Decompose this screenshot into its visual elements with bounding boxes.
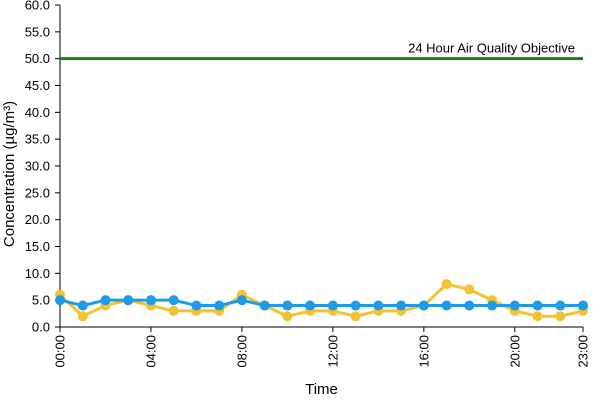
x-tick-label: 00:00: [53, 335, 68, 368]
x-tick-label: 12:00: [325, 335, 340, 368]
y-tick-label: 50.0: [25, 51, 50, 66]
reference-line-group: 24 Hour Air Quality Objective: [60, 41, 583, 61]
y-tick-label: 60.0: [25, 0, 50, 13]
series-2-point: [509, 300, 520, 311]
series-2-point: [350, 300, 361, 311]
series-group: [55, 279, 588, 322]
series-1-point: [532, 311, 543, 322]
x-tick-label: 08:00: [234, 335, 249, 368]
series-2-point: [100, 295, 111, 306]
series-1-point: [464, 284, 475, 295]
series-2-point: [441, 300, 452, 311]
series-2-point: [191, 300, 202, 311]
series-2-point: [123, 295, 134, 306]
y-tick-label: 40.0: [25, 105, 50, 120]
x-tick-label: 20:00: [507, 335, 522, 368]
series-2-point: [464, 300, 475, 311]
series-1-point: [555, 311, 566, 322]
y-tick-label: 20.0: [25, 212, 50, 227]
series-2-point: [305, 300, 316, 311]
series-2-point: [55, 295, 65, 306]
series-2-point: [282, 300, 293, 311]
y-tick-label: 35.0: [25, 132, 50, 147]
y-tick-label: 55.0: [25, 24, 50, 39]
y-tick-label: 25.0: [25, 185, 50, 200]
series-2-point: [214, 300, 225, 311]
series-2-point: [487, 300, 498, 311]
series-1-point: [350, 311, 361, 322]
series-2-point: [168, 295, 179, 306]
series-1-point: [282, 311, 293, 322]
y-axis: 0.0 5.0 10.0 15.0 20.0 25.0 30.0 35.0 40.0 45.0 50…: [25, 0, 61, 335]
series-2-point: [236, 295, 247, 306]
series-2-point: [259, 300, 270, 311]
series-2: [55, 295, 588, 311]
series-2-point: [396, 300, 407, 311]
x-axis: 00:00 04:00 08:00 12:00 16:00 20:00 23:00: [53, 326, 591, 368]
y-tick-label: 5.0: [32, 293, 50, 308]
air-quality-objective-label: 24 Hour Air Quality Objective: [408, 41, 575, 56]
y-axis-title: Concentration (µg/m³): [1, 101, 18, 247]
y-tick-label: 15.0: [25, 239, 50, 254]
series-2-point: [578, 300, 588, 311]
series-2-point: [327, 300, 338, 311]
x-tick-label: 16:00: [416, 335, 431, 368]
x-axis-title: Time: [305, 381, 338, 398]
y-tick-label: 45.0: [25, 78, 50, 93]
series-1-point: [168, 305, 179, 316]
y-tick-label: 10.0: [25, 266, 50, 281]
series-2-point: [373, 300, 384, 311]
series-2-point: [77, 300, 88, 311]
y-tick-label: 0.0: [32, 320, 50, 335]
series-2-point: [555, 300, 566, 311]
series-2-point: [145, 295, 156, 306]
series-1-point: [77, 311, 88, 322]
y-tick-label: 30.0: [25, 159, 50, 174]
series-2-point: [418, 300, 429, 311]
series-2-point: [532, 300, 543, 311]
x-tick-label: 04:00: [143, 335, 158, 368]
x-tick-label: 23:00: [576, 335, 591, 368]
series-1-point: [441, 279, 452, 290]
